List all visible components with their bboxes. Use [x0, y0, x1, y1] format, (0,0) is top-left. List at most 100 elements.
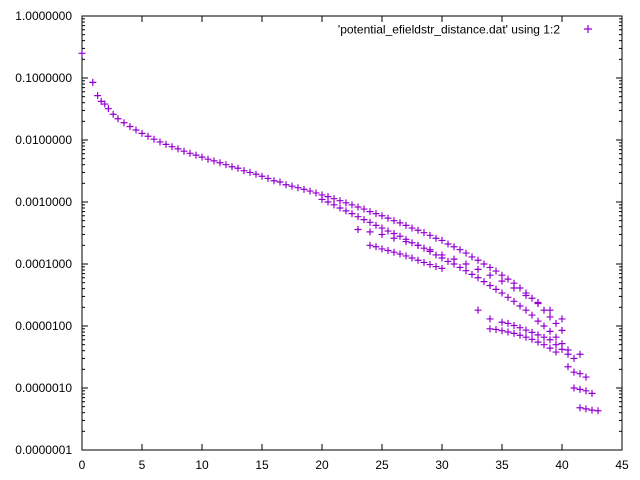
data-point [372, 221, 380, 229]
data-point [126, 123, 134, 131]
x-tick-label: 45 [615, 458, 629, 472]
data-point [474, 256, 482, 264]
data-point [228, 163, 236, 171]
data-point [576, 350, 584, 358]
data-point [384, 214, 392, 222]
data-point [348, 210, 356, 218]
data-point [516, 324, 524, 332]
y-tick-label: 0.1000000 [15, 71, 72, 85]
data-point [318, 195, 326, 203]
data-point [450, 255, 458, 263]
data-point [594, 407, 602, 415]
data-point [336, 197, 344, 205]
data-point [570, 384, 578, 392]
data-point [390, 234, 398, 242]
data-point [426, 246, 434, 254]
data-point [210, 157, 218, 165]
data-point [432, 251, 440, 259]
data-point [348, 201, 356, 209]
legend-label: 'potential_efieldstr_distance.dat' using… [338, 23, 560, 37]
data-point [438, 251, 446, 259]
x-tick-label: 30 [435, 458, 449, 472]
data-point [109, 110, 117, 118]
plot-frame [81, 15, 623, 451]
data-point [330, 201, 338, 209]
data-point [546, 336, 554, 344]
data-point [450, 243, 458, 251]
data-point [504, 275, 512, 283]
x-tick-label: 10 [195, 458, 209, 472]
data-point [101, 100, 109, 108]
axis-ticks [81, 15, 623, 451]
data-point [558, 345, 566, 353]
data-point [180, 147, 188, 155]
data-point [540, 341, 548, 349]
data-point [498, 318, 506, 326]
data-point [474, 265, 482, 273]
data-point [528, 311, 536, 319]
x-tick-label: 15 [255, 458, 269, 472]
data-point [438, 236, 446, 244]
data-point [408, 239, 416, 247]
x-tick-labels: 0 5 10 15 20 25 30 35 40 45 [79, 458, 629, 472]
x-tick-label: 20 [315, 458, 329, 472]
data-point [384, 247, 392, 255]
data-point [104, 105, 112, 113]
data-point [378, 224, 386, 232]
data-point [294, 184, 302, 192]
data-point [384, 227, 392, 235]
y-tick-labels: 0.0000001 0.0000010 0.0000100 0.0001000 0.00… [15, 9, 72, 457]
data-point [486, 282, 494, 290]
data-point [558, 326, 566, 334]
data-point [89, 78, 97, 86]
data-point [168, 143, 176, 151]
x-tick-label: 25 [375, 458, 389, 472]
data-point [480, 278, 488, 286]
data-point [264, 174, 272, 182]
data-point [462, 249, 470, 257]
data-point [354, 203, 362, 211]
data-point [510, 284, 518, 292]
data-point [150, 135, 158, 143]
data-point [396, 219, 404, 227]
data-point [144, 132, 152, 140]
data-point [528, 335, 536, 343]
data-point [246, 168, 254, 176]
x-tick-label: 35 [495, 458, 509, 472]
data-point [336, 204, 344, 212]
data-point [582, 373, 590, 381]
data-point [504, 328, 512, 336]
data-point [588, 406, 596, 414]
data-point [486, 315, 494, 323]
data-point [570, 354, 578, 362]
data-point [516, 284, 524, 292]
data-point [252, 170, 260, 178]
data-point [492, 267, 500, 275]
data-point [426, 231, 434, 239]
data-point [528, 294, 536, 302]
data-point [564, 363, 572, 371]
data-point [486, 263, 494, 271]
data-point [324, 198, 332, 206]
data-point [438, 264, 446, 272]
x-tick-label: 40 [555, 458, 569, 472]
y-tick-label: 0.0000001 [15, 443, 72, 457]
data-point [342, 207, 350, 215]
data-point [486, 325, 494, 333]
data-point [390, 248, 398, 256]
data-point [402, 238, 410, 246]
data-point [402, 252, 410, 260]
data-point [420, 244, 428, 252]
data-point [576, 370, 584, 378]
data-point [414, 241, 422, 249]
data-point [408, 224, 416, 232]
data-point [498, 271, 506, 279]
data-point [534, 338, 542, 346]
data-point [564, 350, 572, 358]
y-tick-label: 0.0000100 [15, 319, 72, 333]
data-point [432, 263, 440, 271]
data-points [78, 49, 602, 415]
data-point [330, 195, 338, 203]
data-point [234, 164, 242, 172]
data-point [498, 327, 506, 335]
